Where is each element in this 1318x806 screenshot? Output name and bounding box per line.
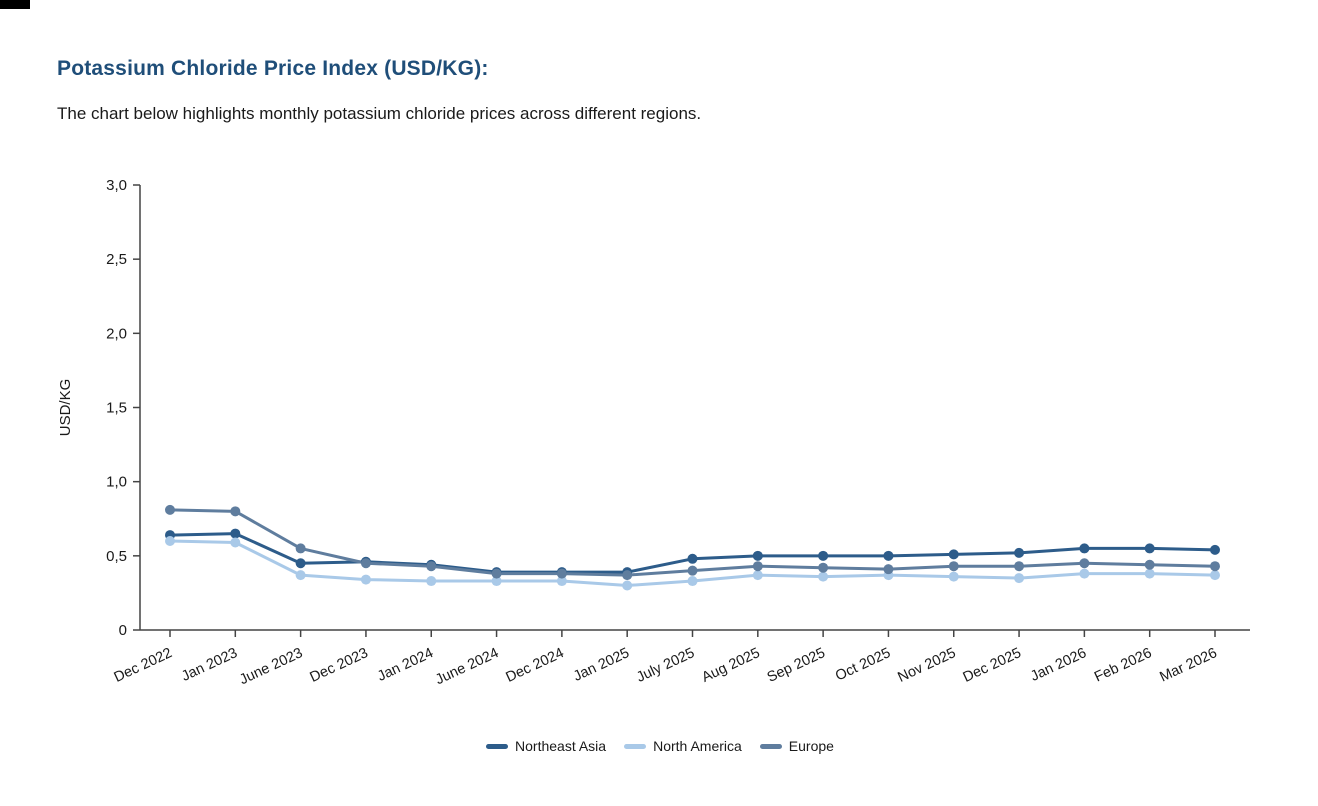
data-point-1-6 [556,576,567,587]
x-tick-label: June 2023 [237,645,305,688]
x-tick-label: July 2025 [634,645,697,686]
x-tick-label: Jan 2023 [179,645,240,685]
legend-label-north-america: North America [653,738,742,754]
page-subtitle: The chart below highlights monthly potas… [57,104,702,123]
data-point-1-13 [1014,573,1025,584]
data-point-2-14 [1079,558,1090,569]
data-point-2-10 [818,562,829,573]
data-point-0-16 [1210,544,1220,555]
x-tick-label: June 2024 [433,645,501,688]
data-point-1-8 [687,576,698,587]
y-tick-label: 1,0 [106,474,127,491]
data-point-1-10 [818,571,829,582]
x-tick-label: Dec 2023 [308,645,371,686]
legend-item-north-america: North America [624,738,742,754]
data-point-1-7 [622,580,633,591]
chart-legend: Northeast Asia North America Europe [40,738,1280,754]
y-tick-label: 0 [119,622,127,639]
data-point-0-11 [883,550,894,561]
data-point-1-3 [360,574,371,585]
y-tick-label: 2,5 [106,251,127,268]
data-point-1-4 [426,576,437,587]
data-point-0-15 [1144,543,1155,554]
data-point-1-16 [1210,570,1220,581]
x-tick-label: Aug 2025 [699,645,762,686]
data-point-2-5 [491,568,502,579]
x-tick-label: Dec 2024 [504,645,567,686]
y-tick-label: 0,5 [106,548,127,565]
legend-item-northeast-asia: Northeast Asia [486,738,606,754]
legend-swatch-north-america [624,743,647,749]
data-point-1-0 [165,536,175,546]
data-point-1-15 [1144,568,1155,579]
y-tick-label: 1,5 [106,400,127,417]
data-point-2-7 [622,570,633,581]
series-line-2 [168,508,1217,577]
data-point-2-3 [360,558,371,569]
data-point-1-5 [491,576,502,587]
x-tick-label: Dec 2022 [112,645,175,686]
data-point-1-1 [230,537,241,548]
y-axis-title: USD/KG [57,379,74,437]
x-tick-label: Dec 2025 [961,645,1024,686]
legend-label-northeast-asia: Northeast Asia [515,738,607,754]
page-title: Potassium Chloride Price Index (USD/KG): [57,57,489,80]
data-point-2-12 [948,561,959,572]
y-tick-label: 3,0 [106,177,127,194]
x-tick-label: Sep 2025 [765,645,828,686]
top-left-bar [0,0,30,9]
legend-item-europe: Europe [759,738,834,754]
x-tick-label: Jan 2025 [571,645,632,685]
data-point-0-9 [752,550,763,561]
x-tick-label: Feb 2026 [1092,645,1154,685]
y-tick-label: 2,0 [106,325,127,342]
data-point-0-13 [1014,547,1025,558]
x-tick-label: Jan 2026 [1028,645,1089,685]
x-tick-label: Mar 2026 [1157,645,1219,685]
data-point-2-1 [230,506,241,517]
data-point-0-14 [1079,543,1090,554]
data-point-2-8 [687,565,698,576]
data-point-1-2 [295,570,306,581]
data-point-2-6 [556,568,567,579]
data-point-0-12 [948,549,959,560]
data-point-2-0 [165,504,175,515]
data-point-2-11 [883,564,894,575]
data-point-0-8 [687,553,698,564]
data-point-2-13 [1014,561,1025,572]
data-point-1-9 [752,570,763,581]
data-point-0-2 [295,558,306,569]
data-point-2-15 [1144,559,1155,570]
legend-swatch-northeast-asia [486,743,509,749]
legend-swatch-europe [759,743,782,749]
legend-label-europe: Europe [788,738,834,754]
x-tick-label: Oct 2025 [833,645,893,684]
data-point-2-4 [426,561,437,572]
data-point-0-10 [818,550,829,561]
x-tick-label: Nov 2025 [895,645,958,686]
price-chart: 0 0,5 1,0 1,5 2,0 2,5 3,0 USD/KG Dec 2022 Jan 202… [40,165,1280,730]
data-point-1-12 [948,571,959,582]
data-point-2-16 [1210,561,1220,572]
data-point-1-14 [1079,568,1090,579]
data-point-2-2 [295,543,306,554]
data-point-0-1 [230,528,241,539]
data-point-2-9 [752,561,763,572]
x-tick-label: Jan 2024 [375,645,436,685]
